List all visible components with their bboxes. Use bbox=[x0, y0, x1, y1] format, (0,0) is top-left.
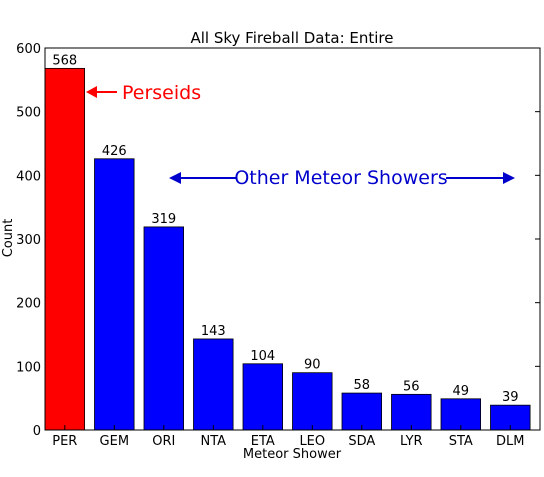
y-tick-label: 200 bbox=[16, 297, 41, 312]
x-tick-label-ori: ORI bbox=[152, 434, 175, 449]
data-label-dlm: 39 bbox=[502, 390, 519, 405]
y-tick-label: 400 bbox=[16, 169, 41, 184]
right-arrowhead-icon bbox=[503, 172, 515, 184]
y-tick-label: 300 bbox=[16, 233, 41, 248]
y-tick-label: 0 bbox=[33, 424, 41, 439]
x-tick-label-sta: STA bbox=[449, 434, 473, 449]
x-tick-label-leo: LEO bbox=[299, 434, 325, 449]
other-showers-label: Other Meteor Showers bbox=[234, 167, 447, 189]
data-label-gem: 426 bbox=[102, 144, 127, 159]
bar-gem bbox=[94, 158, 135, 431]
data-label-sta: 49 bbox=[453, 384, 470, 399]
data-label-ori: 319 bbox=[151, 212, 176, 227]
data-label-per: 568 bbox=[52, 53, 77, 68]
left-arrowhead-icon bbox=[169, 172, 181, 184]
bar-leo bbox=[292, 372, 333, 431]
data-label-nta: 143 bbox=[201, 324, 226, 339]
data-label-leo: 90 bbox=[304, 358, 321, 373]
bar-ori bbox=[143, 226, 184, 431]
bar-per bbox=[44, 67, 85, 431]
data-label-sda: 58 bbox=[354, 378, 371, 393]
plot-area: 0 100 200 300 400 500 600 568 PER 426 GEM 319 ORI 143… bbox=[16, 42, 540, 449]
y-tick-label: 100 bbox=[16, 360, 41, 375]
bar-lyr bbox=[391, 393, 432, 431]
data-label-lyr: 56 bbox=[403, 379, 420, 394]
bar-eta bbox=[242, 363, 283, 431]
y-axis-label: Count bbox=[1, 219, 16, 258]
perseids-arrowhead-icon bbox=[86, 86, 97, 98]
bar-sta bbox=[440, 398, 481, 431]
plot-frame bbox=[44, 47, 541, 431]
x-tick-label-dlm: DLM bbox=[496, 434, 524, 449]
x-tick-label-per: PER bbox=[52, 434, 77, 449]
data-label-eta: 104 bbox=[250, 349, 275, 364]
chart-title: All Sky Fireball Data: Entire bbox=[190, 29, 393, 47]
x-tick-label-nta: NTA bbox=[201, 434, 227, 449]
perseids-label: Perseids bbox=[122, 82, 201, 104]
perseids-annotation: Perseids bbox=[86, 82, 201, 104]
bar-nta bbox=[193, 338, 234, 431]
y-tick-label: 600 bbox=[16, 42, 41, 57]
x-tick-label-sda: SDA bbox=[348, 434, 375, 449]
x-tick-label-eta: ETA bbox=[251, 434, 275, 449]
bar-sda bbox=[341, 392, 382, 431]
other-showers-annotation: Other Meteor Showers bbox=[169, 167, 515, 189]
x-tick-label-lyr: LYR bbox=[400, 434, 423, 449]
x-axis-label: Meteor Shower bbox=[243, 447, 342, 462]
x-tick-label-gem: GEM bbox=[100, 434, 130, 449]
y-tick-label: 500 bbox=[16, 106, 41, 121]
